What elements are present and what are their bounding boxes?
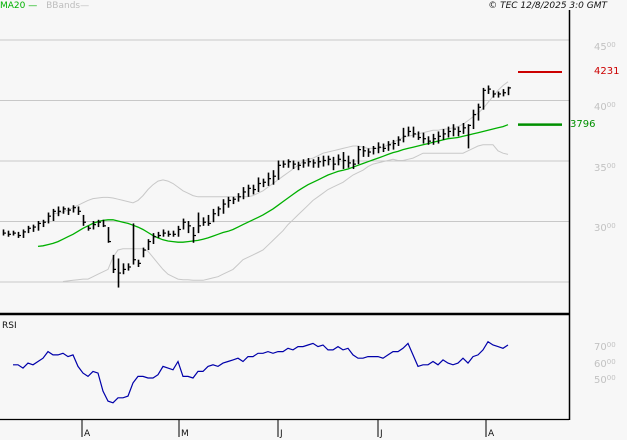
month-label: M	[181, 429, 189, 439]
copyright-timestamp: © TEC 12/8/2025 3:0 GMT	[488, 1, 607, 11]
month-label: J	[280, 429, 283, 439]
price-axis-label: 4500	[594, 40, 616, 53]
chart-frame	[0, 10, 571, 421]
ohlc-bars	[2, 85, 511, 288]
chart-legend: MA20 — BBands—	[0, 0, 89, 12]
rsi-axis-label: 5000	[594, 374, 616, 386]
month-label: J	[380, 429, 383, 439]
rsi-axis-label: 6000	[594, 357, 616, 370]
price-axis-label: 4000	[594, 101, 616, 113]
month-label: A	[488, 429, 495, 439]
resistance-label: 4231	[594, 66, 620, 78]
rsi-title: RSI	[2, 321, 17, 331]
month-ticks	[81, 420, 487, 437]
month-label: A	[84, 429, 91, 439]
support-resistance-levels	[518, 71, 562, 126]
legend-bbands: BBands—	[46, 1, 90, 11]
price-gridlines	[0, 39, 569, 283]
rsi-axis-label: 7000	[594, 341, 616, 353]
ma20-line	[37, 124, 509, 248]
bollinger-bands	[52, 81, 509, 282]
support-label: 3796	[570, 118, 596, 130]
price-axis-label: 3000	[594, 222, 616, 234]
rsi-line	[13, 340, 509, 404]
legend-ma20: MA20 —	[0, 1, 38, 11]
price-axis-label: 3500	[594, 161, 616, 174]
